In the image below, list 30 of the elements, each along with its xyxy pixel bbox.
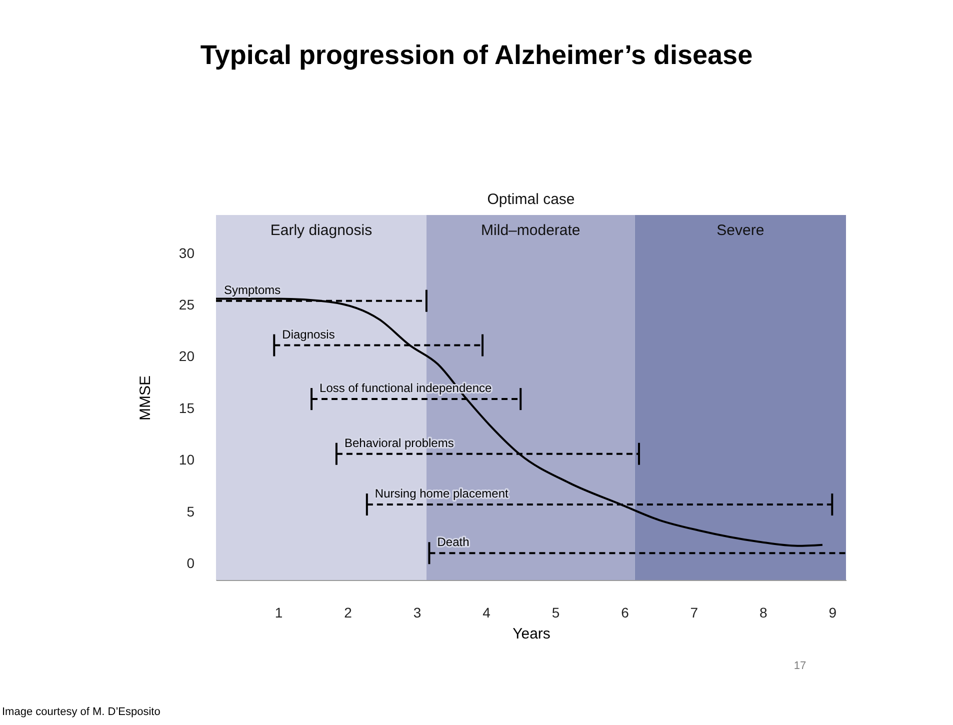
series-label: Nursing home placement bbox=[374, 486, 509, 501]
y-tick-label: 10 bbox=[178, 452, 195, 468]
y-tick-label: 5 bbox=[186, 503, 195, 520]
x-tick-label: 8 bbox=[760, 604, 768, 620]
y-tick-label: 15 bbox=[178, 400, 195, 416]
chart-subtitle: Optimal case bbox=[487, 191, 575, 208]
y-tick-label: 25 bbox=[178, 296, 195, 312]
x-tick-label: 9 bbox=[828, 604, 837, 620]
series-label: Symptoms bbox=[224, 282, 281, 297]
x-axis-title: Years bbox=[512, 626, 550, 642]
x-tick-label: 1 bbox=[274, 604, 283, 620]
x-tick-label: 4 bbox=[482, 604, 491, 620]
series-label: Behavioral problems bbox=[344, 436, 454, 450]
y-tick-label: 0 bbox=[186, 554, 195, 571]
y-axis-title: MMSE bbox=[136, 376, 154, 420]
y-tick-label: 30 bbox=[178, 244, 195, 261]
x-tick-label: 3 bbox=[413, 604, 422, 620]
text: 17 bbox=[792, 660, 808, 672]
y-tick-label: 20 bbox=[178, 348, 195, 364]
band-label: Early diagnosis bbox=[270, 222, 372, 239]
series-label: Diagnosis bbox=[282, 327, 335, 342]
series-label: Death bbox=[437, 535, 470, 550]
band-label: Mild–moderate bbox=[481, 222, 580, 239]
x-tick-label: 6 bbox=[621, 604, 630, 620]
text: Image courtesy of M. D’Esposito bbox=[2, 706, 160, 718]
x-tick-label: 7 bbox=[690, 604, 698, 620]
chart-title: Typical progression of Alzheimer’s disease bbox=[199, 40, 754, 71]
band-label: Severe bbox=[716, 222, 764, 239]
x-tick-label: 2 bbox=[344, 604, 352, 620]
x-tick-label: 5 bbox=[552, 604, 560, 620]
